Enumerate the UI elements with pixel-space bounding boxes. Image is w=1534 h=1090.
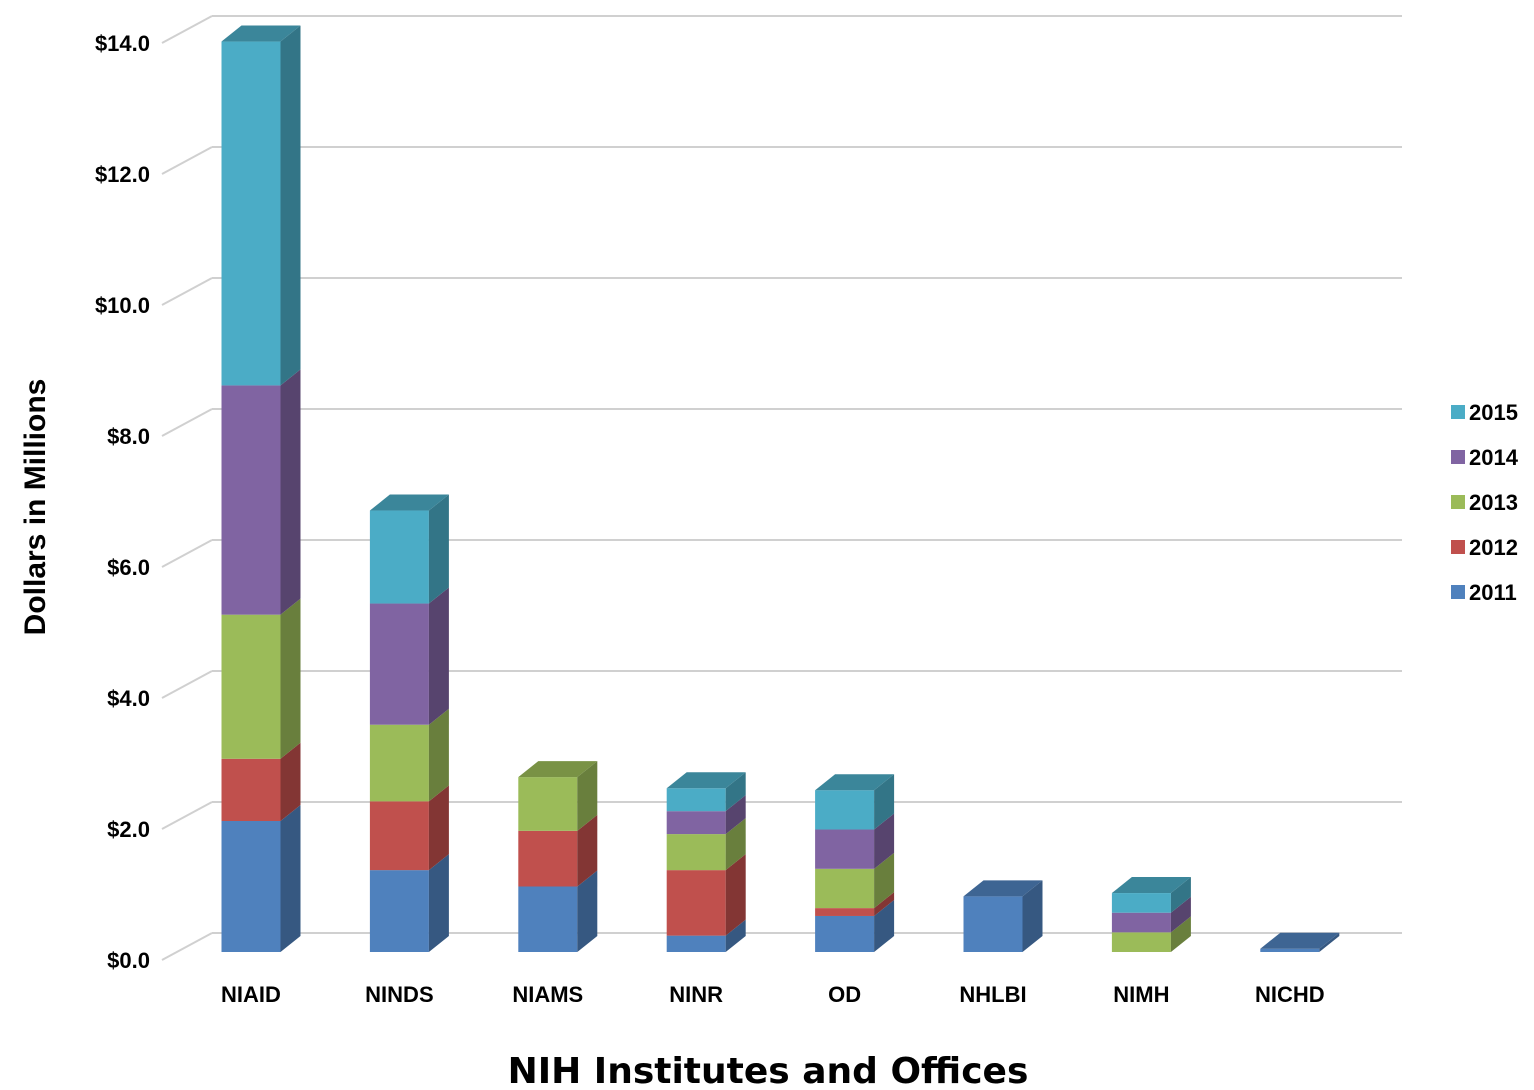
y-tick-label: $10.0 [95,293,150,318]
legend-item: 2011 [1451,580,1517,605]
x-category-label: NIAID [221,982,281,1007]
bars [222,26,1340,952]
y-tick-label: $4.0 [107,686,150,711]
bar-segment [370,588,449,725]
y-tick-label: $14.0 [95,31,150,56]
y-tick-label: $0.0 [107,948,150,973]
legend-label: 2015 [1469,400,1518,425]
tick-mark [162,933,212,960]
bar-stack [1112,877,1191,952]
tick-mark [162,802,212,829]
x-category-label: NHLBI [959,982,1026,1007]
bar-segment [222,599,301,759]
y-axis-label: Dollars in Millions [19,379,52,636]
bar-segment [222,26,301,386]
x-category-label: NINDS [365,982,433,1007]
legend-swatch [1451,495,1465,509]
legend-item: 2013 [1451,490,1518,515]
y-tick-label: $2.0 [107,817,150,842]
bar-stack [964,880,1043,952]
legend-label: 2011 [1469,580,1517,605]
legend-label: 2012 [1469,535,1518,560]
tick-mark [162,147,212,174]
tick-mark [162,16,212,43]
bar-stack [1260,933,1339,952]
x-category-label: OD [828,982,861,1007]
bar-segment [370,495,449,604]
legend-item: 2012 [1451,535,1518,560]
gridlines [162,16,1402,960]
x-axis-categories: NIAID NINDS NIAMS NINR OD NHLBI NIMH NICHD [221,982,1325,1007]
tick-mark [162,278,212,305]
tick-mark [162,540,212,567]
legend-swatch [1451,450,1465,464]
x-category-label: NIAMS [512,982,583,1007]
x-axis-label: NIH Institutes and Offices [508,1051,1029,1090]
x-category-label: NINR [669,982,723,1007]
bar-segment [222,369,301,614]
legend-swatch [1451,540,1465,554]
tick-mark [162,671,212,698]
y-tick-label: $12.0 [95,162,150,187]
legend-swatch [1451,405,1465,419]
y-tick-label: $8.0 [107,424,150,449]
legend-item: 2014 [1451,445,1519,470]
y-axis-ticks: $0.0 $2.0 $4.0 $6.0 $8.0 $10.0 $12.0 $14.0 [95,31,150,973]
bar-stack [667,772,746,952]
bar-stack [518,761,597,952]
y-tick-label: $6.0 [107,555,150,580]
legend-swatch [1451,585,1465,599]
x-category-label: NICHD [1255,982,1325,1007]
legend-item: 2015 [1451,400,1518,425]
bar-stack [815,774,894,952]
bar-stack [222,26,301,952]
legend: 2015 2014 2013 2012 2011 [1451,400,1519,605]
x-category-label: NIMH [1113,982,1169,1007]
bar-stack [370,495,449,952]
tick-mark [162,409,212,436]
bar-top-face [1260,933,1339,949]
legend-label: 2014 [1469,445,1519,470]
legend-label: 2013 [1469,490,1518,515]
bar-segment [222,805,301,952]
